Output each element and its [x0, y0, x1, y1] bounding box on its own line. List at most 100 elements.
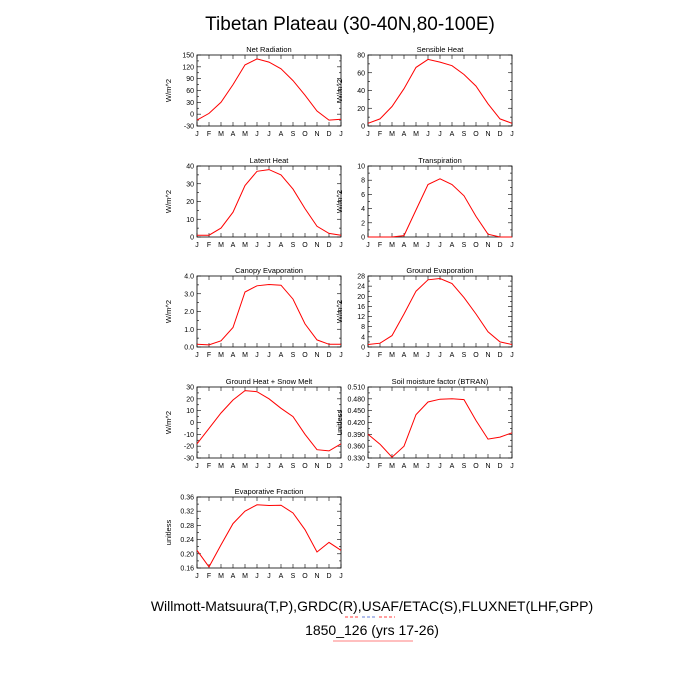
plot-frame: [196, 165, 342, 238]
y-tick-label: 0: [361, 345, 365, 352]
x-tick-label: S: [291, 573, 296, 580]
x-tick-label: M: [218, 352, 224, 359]
y-tick-label: 4: [361, 206, 365, 213]
y-axis-label: W/m^2: [335, 79, 344, 102]
y-tick-label: 0: [190, 112, 194, 119]
x-tick-label: J: [267, 352, 271, 359]
y-tick-label: 40: [186, 164, 194, 171]
x-tick-label: F: [207, 352, 211, 359]
y-axis-label: W/m^2: [335, 300, 344, 323]
x-tick-label: S: [291, 463, 296, 470]
x-tick-label: M: [413, 131, 419, 138]
panel-title: Ground Evaporation: [406, 266, 473, 275]
x-tick-label: M: [242, 463, 248, 470]
x-tick-label: A: [231, 352, 236, 359]
x-tick-label: J: [510, 242, 514, 249]
y-tick-label: 4.0: [184, 274, 194, 281]
y-tick-label: 0.420: [347, 420, 365, 427]
x-tick-label: J: [426, 242, 430, 249]
y-axis-label: W/m^2: [164, 79, 173, 102]
x-tick-label: A: [402, 352, 407, 359]
y-tick-label: 0.16: [180, 566, 194, 573]
x-tick-label: A: [402, 242, 407, 249]
x-tick-label: F: [378, 131, 382, 138]
x-tick-label: M: [389, 463, 395, 470]
plot-frame: [367, 386, 513, 459]
x-tick-label: J: [438, 352, 442, 359]
x-tick-label: A: [279, 573, 284, 580]
x-tick-label: J: [339, 463, 343, 470]
panel-title: Soil moisture factor (BTRAN): [392, 377, 489, 386]
series-line: [197, 169, 342, 236]
x-tick-label: S: [291, 242, 296, 249]
x-tick-label: D: [497, 242, 502, 249]
x-tick-label: J: [339, 242, 343, 249]
y-axis-label: W/m^2: [164, 300, 173, 323]
x-tick-label: J: [267, 131, 271, 138]
x-tick-label: F: [207, 131, 211, 138]
x-tick-label: J: [267, 463, 271, 470]
plot-frame: [196, 275, 342, 348]
y-tick-label: -30: [184, 124, 194, 131]
y-tick-label: 20: [186, 199, 194, 206]
x-tick-label: A: [279, 131, 284, 138]
x-tick-label: O: [302, 573, 308, 580]
y-axis-label: unitless: [164, 520, 173, 546]
y-tick-label: 150: [182, 53, 194, 60]
x-tick-label: S: [462, 242, 467, 249]
x-tick-label: M: [242, 573, 248, 580]
series-line: [196, 390, 342, 452]
x-tick-label: O: [302, 352, 308, 359]
series-line: [367, 58, 513, 124]
plot-frame: [367, 165, 513, 238]
x-tick-label: F: [378, 242, 382, 249]
x-tick-label: D: [326, 131, 331, 138]
x-tick-label: A: [279, 242, 284, 249]
y-tick-label: 0.20: [180, 551, 194, 558]
series-line: [368, 178, 512, 238]
y-tick-label: 20: [357, 106, 365, 113]
panel-title: Sensible Heat: [417, 45, 465, 54]
x-tick-label: F: [207, 573, 211, 580]
x-tick-label: J: [255, 242, 259, 249]
y-tick-label: 60: [357, 70, 365, 77]
x-tick-label: D: [326, 573, 331, 580]
plot-frame: [196, 496, 342, 569]
x-tick-label: J: [510, 463, 514, 470]
y-tick-label: 0.390: [347, 432, 365, 439]
x-tick-label: D: [497, 352, 502, 359]
x-tick-label: F: [378, 463, 382, 470]
y-tick-label: 12: [357, 314, 365, 321]
y-axis-label: W/m^2: [164, 411, 173, 434]
y-tick-label: 0.36: [180, 495, 194, 502]
y-tick-label: 0.24: [180, 537, 194, 544]
x-tick-label: A: [231, 573, 236, 580]
x-tick-label: F: [207, 463, 211, 470]
x-tick-label: A: [450, 131, 455, 138]
y-tick-label: 10: [357, 164, 365, 171]
x-tick-label: D: [326, 242, 331, 249]
x-tick-label: S: [291, 352, 296, 359]
y-tick-label: 2.0: [184, 309, 194, 316]
x-tick-label: J: [339, 573, 343, 580]
panel-title: Ground Heat + Snow Melt: [226, 377, 313, 386]
series-line: [196, 504, 342, 568]
x-tick-label: D: [497, 463, 502, 470]
x-tick-label: N: [485, 242, 490, 249]
x-tick-label: O: [473, 352, 479, 359]
x-tick-label: N: [314, 573, 319, 580]
y-tick-label: 0.450: [347, 408, 365, 415]
x-tick-label: M: [389, 131, 395, 138]
y-tick-label: 30: [186, 385, 194, 392]
series-line: [367, 277, 513, 345]
plot-frame: [367, 275, 513, 348]
y-tick-label: -10: [184, 432, 194, 439]
panel-title: Net Radiation: [246, 45, 291, 54]
x-tick-label: O: [473, 131, 479, 138]
x-tick-label: A: [402, 463, 407, 470]
x-tick-label: F: [207, 242, 211, 249]
x-tick-label: O: [473, 242, 479, 249]
